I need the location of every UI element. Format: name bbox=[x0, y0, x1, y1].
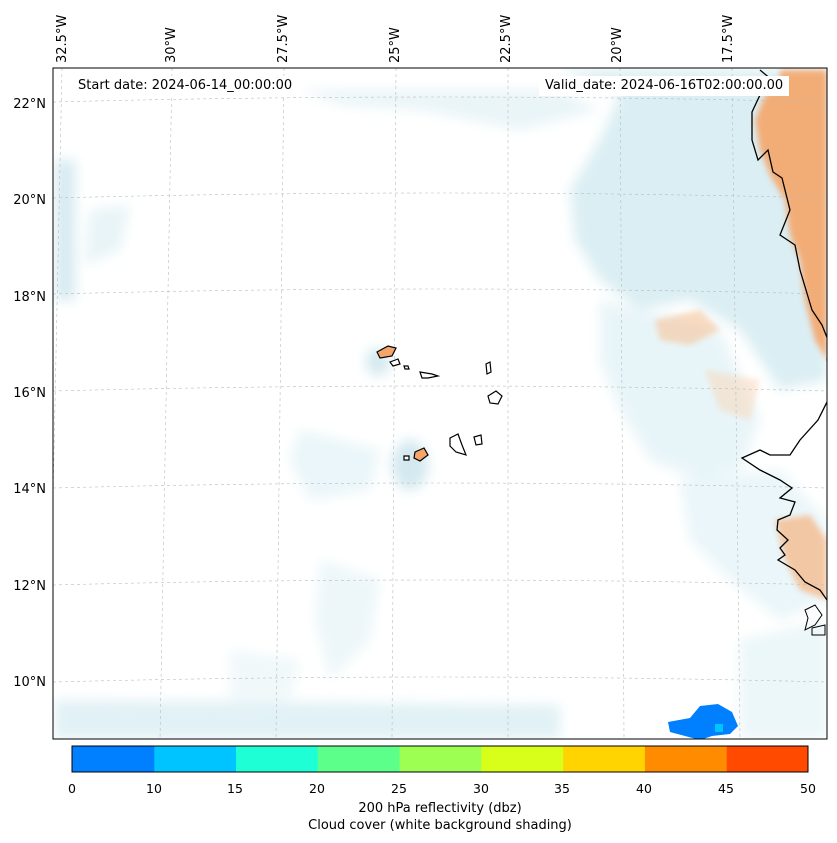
island-boa-vista bbox=[487, 390, 503, 405]
lat-label: 14°N bbox=[13, 482, 46, 497]
lon-label: 20°W bbox=[610, 27, 625, 63]
colorbar-segment bbox=[562, 746, 645, 772]
colorbar-tick: 40 bbox=[636, 781, 652, 796]
colorbar-label: 200 hPa reflectivity (dbz) bbox=[358, 801, 522, 816]
colorbar bbox=[71, 745, 809, 773]
island-santo-antao bbox=[376, 345, 397, 359]
colorbar-segment bbox=[480, 746, 564, 772]
island-santiago bbox=[449, 433, 468, 456]
island-sao-vicente bbox=[389, 358, 401, 367]
lon-label: 30°W bbox=[164, 27, 179, 63]
graticule bbox=[53, 68, 827, 739]
lon-label: 22.5°W bbox=[499, 14, 514, 63]
lon-label: 17.5°W bbox=[721, 14, 736, 63]
island-brava bbox=[403, 455, 410, 461]
colorbar-tick: 0 bbox=[68, 781, 76, 796]
colorbar-segment bbox=[726, 746, 809, 772]
colorbar-tick: 15 bbox=[227, 781, 243, 796]
lon-label: 27.5°W bbox=[276, 14, 291, 63]
colorbar-tick: 20 bbox=[309, 781, 325, 796]
lat-label: 10°N bbox=[13, 675, 46, 690]
bissagos-islands bbox=[804, 604, 826, 636]
cape-verde-islands bbox=[376, 345, 503, 462]
reflectivity-cell bbox=[668, 704, 738, 739]
colorbar-tick: 25 bbox=[391, 781, 407, 796]
island-sao-nicolau bbox=[419, 371, 441, 379]
lat-label: 22°N bbox=[13, 97, 46, 112]
colorbar-sublabel: Cloud cover (white background shading) bbox=[308, 818, 572, 833]
colorbar-segment bbox=[399, 746, 482, 772]
colorbar-tick: 45 bbox=[718, 781, 734, 796]
cloud-cover-shading bbox=[55, 70, 827, 739]
island-maio bbox=[473, 434, 483, 446]
lat-label: 20°N bbox=[13, 193, 46, 208]
lat-label: 12°N bbox=[13, 579, 46, 594]
start-date-label: Start date: 2024-06-14_00:00:00 bbox=[72, 76, 299, 96]
lat-label: 16°N bbox=[13, 386, 46, 401]
colorbar-segment bbox=[153, 746, 237, 772]
lat-label: 18°N bbox=[13, 290, 46, 305]
colorbar-segment bbox=[644, 746, 727, 772]
island-santa-luzia bbox=[403, 365, 410, 370]
island-fogo bbox=[413, 447, 429, 462]
valid-date-label: Valid_date: 2024-06-16T02:00:00.00 bbox=[539, 76, 790, 96]
colorbar-tick: 35 bbox=[554, 781, 570, 796]
map-area bbox=[53, 68, 827, 739]
colorbar-tick: 10 bbox=[146, 781, 162, 796]
colorbar-segment bbox=[235, 746, 318, 772]
island-sal bbox=[485, 361, 492, 375]
colorbar-tick: 50 bbox=[800, 781, 816, 796]
african-coastline bbox=[740, 69, 827, 601]
lon-label: 32.5°W bbox=[55, 14, 70, 63]
colorbar-tick: 30 bbox=[473, 781, 489, 796]
lon-label: 25°W bbox=[388, 27, 403, 63]
land-shading bbox=[655, 70, 827, 600]
map-frame bbox=[52, 67, 828, 740]
colorbar-segment bbox=[317, 746, 400, 772]
colorbar-segment bbox=[72, 746, 155, 772]
